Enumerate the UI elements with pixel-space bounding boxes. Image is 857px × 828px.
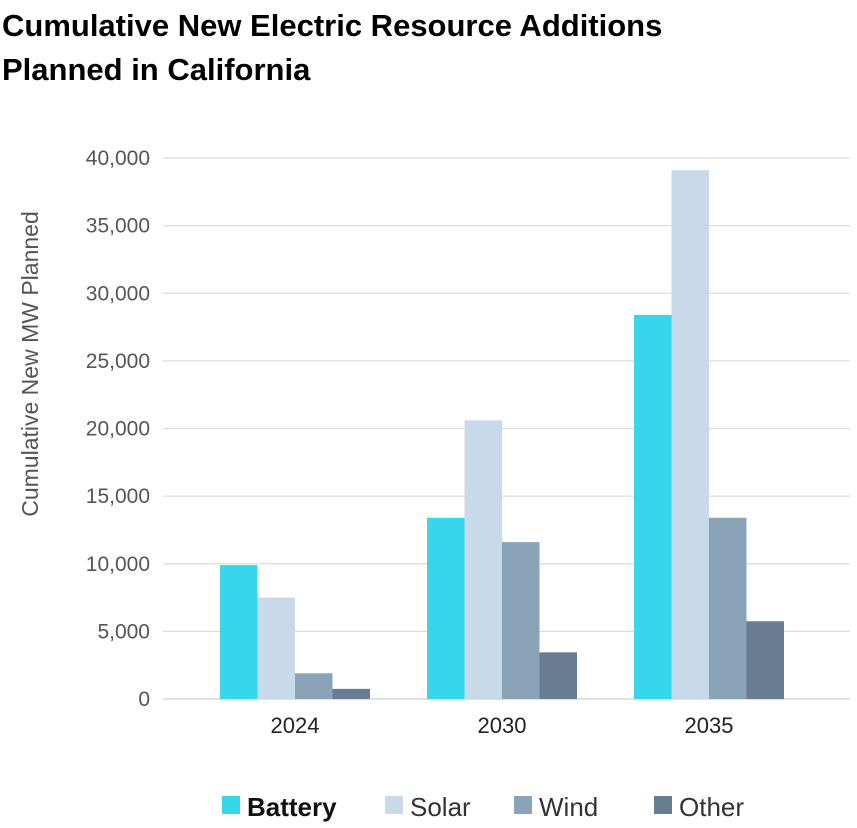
bar-other-2035 [746, 621, 784, 699]
bar-wind-2035 [709, 517, 747, 699]
legend-label-solar: Solar [410, 792, 471, 822]
y-tick-label: 15,000 [86, 485, 150, 508]
chart-title-line-2: Planned in California [2, 52, 311, 87]
x-axis-ticks: 2024 2030 2035 [271, 713, 734, 738]
x-tick-label: 2024 [271, 713, 320, 738]
bar-wind-2030 [502, 542, 540, 699]
bar-solar-2024 [257, 597, 295, 699]
y-tick-label: 20,000 [86, 418, 150, 441]
bar-other-2030 [539, 652, 577, 699]
y-tick-label: 25,000 [86, 350, 150, 373]
chart-title-line-1: Cumulative New Electric Resource Additio… [2, 8, 663, 43]
y-axis-ticks: 0 5,000 10,000 15,000 20,000 25,000 30,000 35,0… [86, 147, 150, 711]
y-tick-label: 10,000 [86, 553, 150, 576]
bar-battery-2030 [427, 517, 465, 699]
y-tick-label: 30,000 [86, 282, 150, 305]
x-tick-label: 2030 [478, 713, 527, 738]
legend-swatch-solar [385, 796, 403, 814]
bar-solar-2030 [464, 420, 502, 699]
bar-battery-2035 [634, 314, 672, 699]
bar-other-2024 [332, 688, 370, 699]
legend-label-other: Other [679, 792, 744, 822]
y-tick-label: 5,000 [97, 620, 150, 643]
bar-solar-2035 [671, 170, 709, 700]
x-tick-label: 2035 [685, 713, 734, 738]
bar-battery-2024 [220, 565, 258, 699]
legend-swatch-battery [222, 796, 240, 814]
y-tick-label: 35,000 [86, 215, 150, 238]
bars [220, 170, 784, 700]
y-tick-label: 40,000 [86, 147, 150, 170]
bar-wind-2024 [295, 673, 333, 699]
y-tick-label: 0 [138, 688, 150, 711]
legend-label-battery: Battery [247, 792, 337, 822]
legend-swatch-wind [514, 796, 532, 814]
legend-label-wind: Wind [539, 792, 598, 822]
legend-swatch-other [654, 796, 672, 814]
legend: Battery Solar Wind Other [222, 792, 744, 822]
chart-title: Cumulative New Electric Resource Additio… [2, 4, 852, 92]
y-axis-label: Cumulative New MW Planned [17, 211, 43, 517]
